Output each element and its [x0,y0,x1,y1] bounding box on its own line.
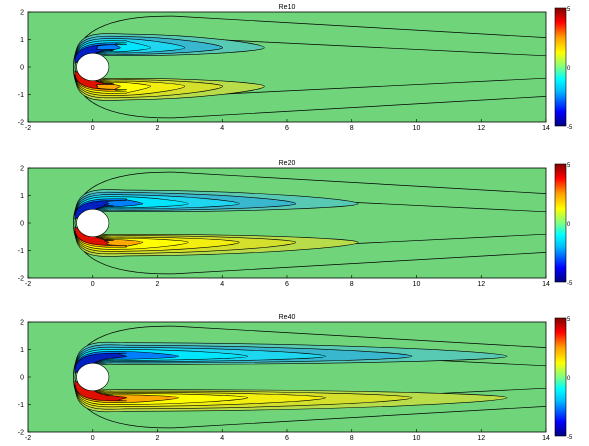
x-tick-label: 0 [91,435,95,442]
negative-vorticity-lobe [74,352,128,374]
x-tick-label: 2 [156,435,160,442]
colorbar-tick-label: 0 [567,376,571,382]
y-tick-label: 1 [20,193,24,200]
y-tick-label: 0 [20,375,24,382]
colorbar [554,317,567,437]
x-tick-label: 12 [477,125,485,132]
y-tick-label: -2 [18,276,24,283]
x-tick-label: 14 [542,281,550,288]
x-tick-label: 0 [91,281,95,288]
y-tick-label: 1 [20,37,24,44]
cylinder-obstacle [76,208,110,238]
colorbar [554,7,567,127]
x-tick-label: 4 [220,125,224,132]
positive-vorticity-lobe [74,380,128,402]
x-tick-label: 6 [285,125,289,132]
x-tick-label: 10 [413,125,421,132]
x-tick-label: 2 [156,281,160,288]
x-tick-label: 8 [350,281,354,288]
colorbar-tick-label: 5 [567,317,571,323]
panel-title: Re40 [279,314,296,321]
negative-vorticity-lobe [74,44,127,64]
x-tick-label: 6 [285,281,289,288]
x-tick-label: 0 [91,125,95,132]
positive-vorticity-lobe [74,226,127,246]
x-tick-label: 14 [542,435,550,442]
y-tick-label: -1 [18,92,24,99]
x-tick-label: 6 [285,435,289,442]
y-tick-label: 2 [20,166,24,173]
contour-field [28,168,546,278]
colorbar-tick-label: 0 [567,222,571,228]
x-tick-label: 4 [220,435,224,442]
contour-field [28,12,546,122]
y-tick-label: -2 [18,430,24,437]
x-tick-label: 4 [220,281,224,288]
contour-field [28,322,546,432]
y-tick-label: 0 [20,221,24,228]
panel-title: Re10 [279,4,296,11]
y-tick-label: 2 [20,10,24,17]
panel-title: Re20 [279,160,296,167]
positive-vorticity-lobe [74,70,127,90]
colorbar-tick-label: 0 [567,66,571,72]
x-tick-label: 10 [413,435,421,442]
x-tick-label: 12 [477,281,485,288]
colorbar-tick-label: -5 [567,125,573,131]
y-tick-label: -1 [18,248,24,255]
x-tick-label: 2 [156,125,160,132]
y-tick-label: 0 [20,65,24,72]
y-tick-label: -1 [18,402,24,409]
negative-vorticity-lobe [74,200,127,220]
x-tick-label: -2 [25,125,31,132]
cylinder-obstacle [76,362,110,392]
colorbar-tick-label: -5 [567,281,573,287]
cylinder-obstacle [76,52,110,82]
colorbar-tick-label: -5 [567,435,573,441]
x-tick-label: 8 [350,435,354,442]
x-tick-label: -2 [25,435,31,442]
y-tick-label: 1 [20,347,24,354]
x-tick-label: 8 [350,125,354,132]
y-tick-label: -2 [18,120,24,127]
colorbar-tick-label: 5 [567,7,571,13]
x-tick-label: -2 [25,281,31,288]
y-tick-label: 2 [20,320,24,327]
x-tick-label: 12 [477,435,485,442]
colorbar-tick-label: 5 [567,163,571,169]
colorbar [554,163,567,283]
x-tick-label: 14 [542,125,550,132]
x-tick-label: 10 [413,281,421,288]
